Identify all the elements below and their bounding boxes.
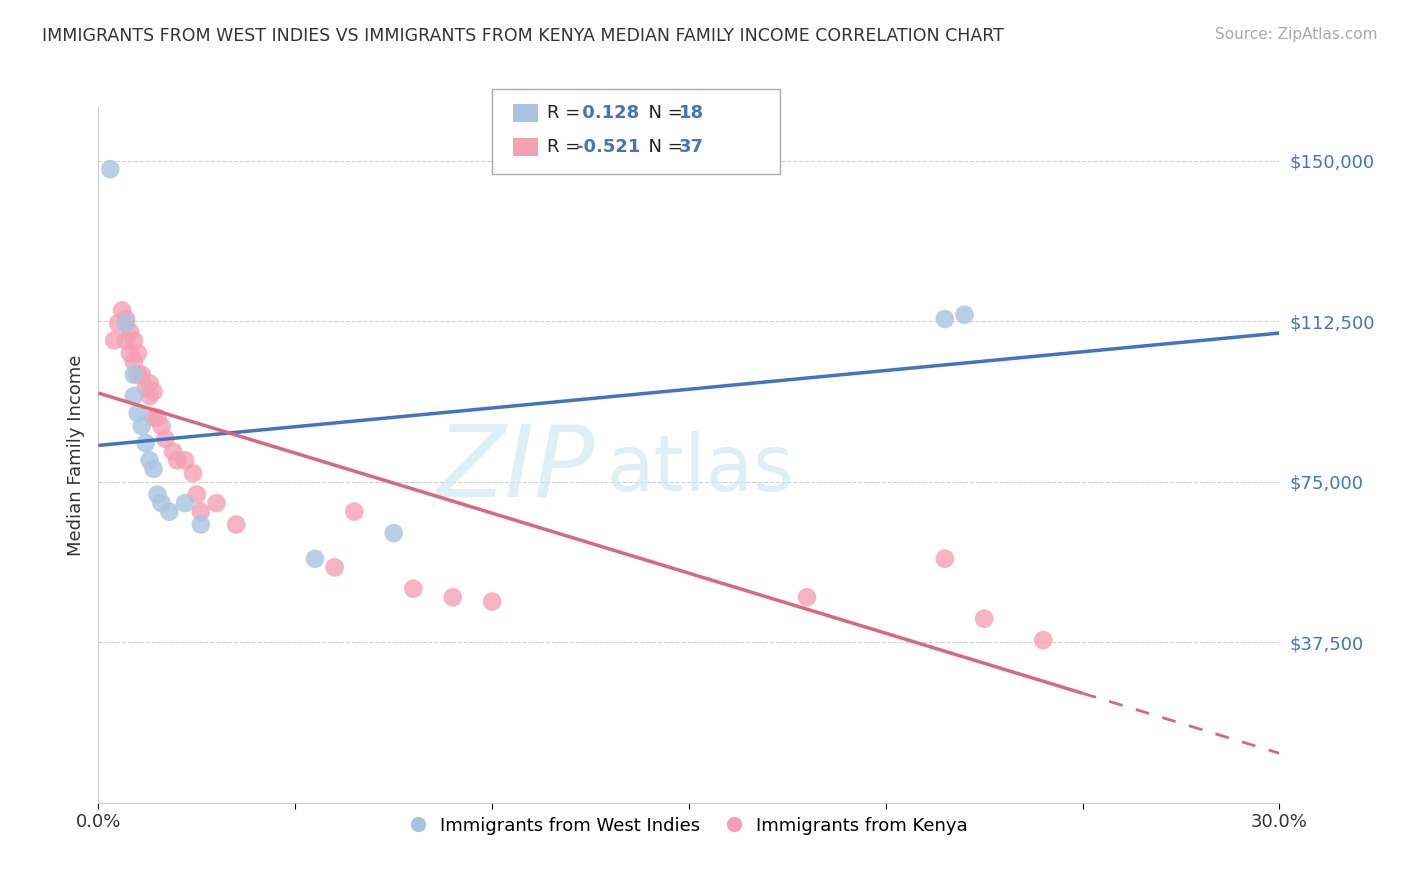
Point xyxy=(118,346,141,360)
Point xyxy=(146,487,169,501)
Point xyxy=(122,334,145,348)
Point xyxy=(181,466,204,480)
Point xyxy=(205,496,228,510)
Point xyxy=(190,505,212,519)
Point xyxy=(142,462,165,476)
Point xyxy=(953,308,976,322)
Text: Source: ZipAtlas.com: Source: ZipAtlas.com xyxy=(1215,27,1378,42)
Text: -0.521: -0.521 xyxy=(576,138,641,156)
Point xyxy=(115,334,138,348)
Point xyxy=(186,487,208,501)
Point xyxy=(127,368,149,382)
Point xyxy=(103,334,125,348)
Point xyxy=(98,162,121,177)
Point xyxy=(122,389,145,403)
Point xyxy=(225,517,247,532)
Point xyxy=(382,526,405,541)
Point xyxy=(934,312,956,326)
Point xyxy=(127,346,149,360)
Point xyxy=(190,517,212,532)
Point xyxy=(174,496,197,510)
Text: N =: N = xyxy=(637,104,689,122)
Point xyxy=(796,591,818,605)
Point xyxy=(441,591,464,605)
Point xyxy=(107,316,129,330)
Point xyxy=(162,444,184,458)
Point xyxy=(146,410,169,425)
Point xyxy=(150,419,173,434)
Text: ZIP: ZIP xyxy=(436,420,595,517)
Point xyxy=(323,560,346,574)
Point xyxy=(174,453,197,467)
Text: 0.128: 0.128 xyxy=(576,104,640,122)
Point xyxy=(142,410,165,425)
Point xyxy=(142,384,165,399)
Point xyxy=(481,594,503,608)
Point xyxy=(304,551,326,566)
Text: 37: 37 xyxy=(679,138,704,156)
Text: N =: N = xyxy=(637,138,689,156)
Legend: Immigrants from West Indies, Immigrants from Kenya: Immigrants from West Indies, Immigrants … xyxy=(404,810,974,842)
Point xyxy=(111,303,134,318)
Point xyxy=(135,436,157,450)
Point xyxy=(138,376,160,391)
Point xyxy=(343,505,366,519)
Point xyxy=(118,325,141,339)
Text: IMMIGRANTS FROM WEST INDIES VS IMMIGRANTS FROM KENYA MEDIAN FAMILY INCOME CORREL: IMMIGRANTS FROM WEST INDIES VS IMMIGRANT… xyxy=(42,27,1004,45)
Point xyxy=(934,551,956,566)
Point xyxy=(115,312,138,326)
Text: atlas: atlas xyxy=(606,431,794,507)
Point xyxy=(138,453,160,467)
Point xyxy=(138,389,160,403)
Point xyxy=(150,496,173,510)
Point xyxy=(127,406,149,420)
Text: R =: R = xyxy=(547,138,586,156)
Text: R =: R = xyxy=(547,104,586,122)
Point xyxy=(115,316,138,330)
Point xyxy=(135,380,157,394)
Point xyxy=(155,432,177,446)
Point xyxy=(122,368,145,382)
Text: 18: 18 xyxy=(679,104,704,122)
Point xyxy=(131,419,153,434)
Y-axis label: Median Family Income: Median Family Income xyxy=(66,354,84,556)
Point xyxy=(131,368,153,382)
Point xyxy=(1032,633,1054,648)
Point xyxy=(402,582,425,596)
Point xyxy=(122,355,145,369)
Point xyxy=(157,505,180,519)
Point xyxy=(973,612,995,626)
Point xyxy=(166,453,188,467)
